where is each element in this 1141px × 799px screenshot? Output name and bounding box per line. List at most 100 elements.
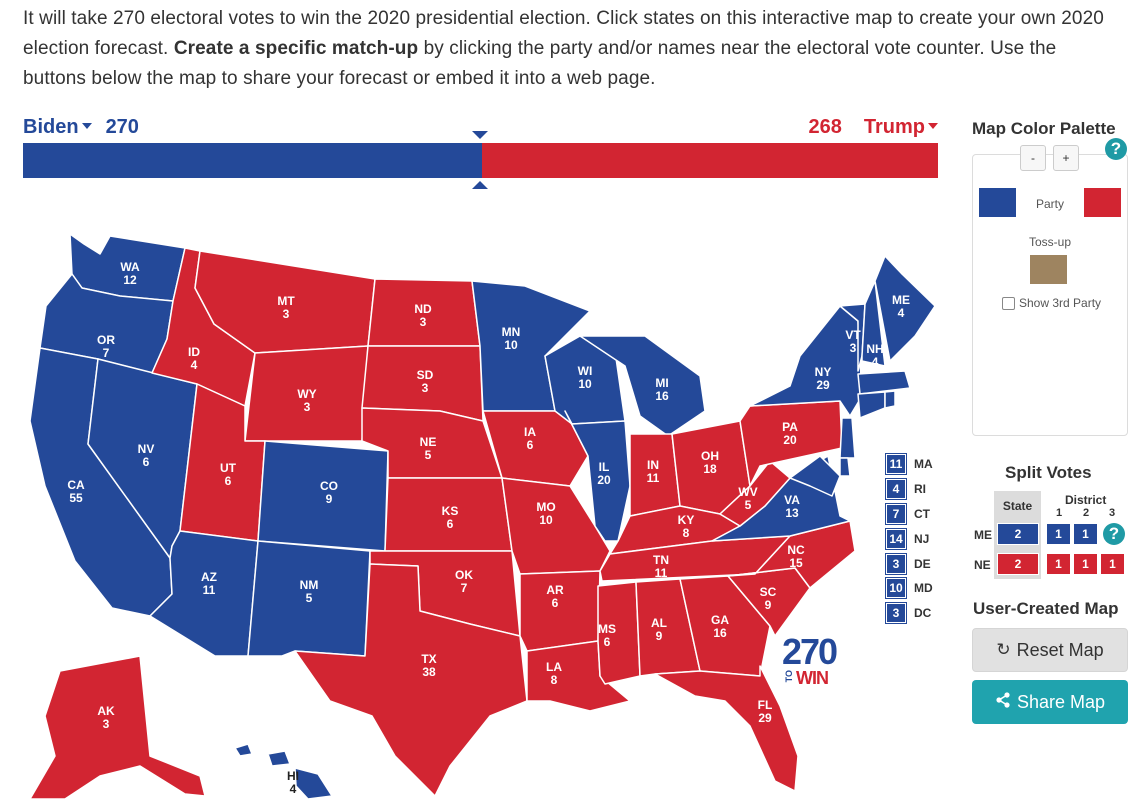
state-label-wv: WV 5 <box>738 485 757 512</box>
state-label-co: CO 9 <box>320 479 338 506</box>
state-label-la: LA 8 <box>546 660 562 687</box>
share-map-button[interactable]: Share Map <box>972 680 1128 724</box>
dem-vote-bar <box>23 143 483 178</box>
ne-district-3[interactable]: 1 <box>1100 553 1125 575</box>
state-label-al: AL 9 <box>651 616 667 643</box>
me-district-1[interactable]: 1 <box>1046 523 1071 545</box>
dem-votes: 270 <box>105 116 139 138</box>
split-row-me-label: ME <box>974 528 992 542</box>
state-label-fl: FL 29 <box>758 698 773 725</box>
small-state-dc[interactable]: 3 DC <box>885 601 946 626</box>
reset-map-button[interactable]: ↻ Reset Map <box>972 628 1128 672</box>
state-me[interactable] <box>874 255 936 362</box>
ne-district-2[interactable]: 1 <box>1073 553 1098 575</box>
state-label-ga: GA 16 <box>711 613 729 640</box>
state-label-vt: VT 3 <box>845 328 861 355</box>
state-vt[interactable] <box>839 303 866 372</box>
state-label-oh: OH 18 <box>701 449 719 476</box>
state-label-mi: MI 16 <box>655 376 669 403</box>
state-label-or: OR 7 <box>97 333 115 360</box>
ne-state-votes[interactable]: 2 <box>997 553 1039 575</box>
state-co[interactable] <box>257 440 389 552</box>
state-label-wa: WA 12 <box>120 260 140 287</box>
palette-title: Map Color Palette <box>972 119 1116 138</box>
state-label-ky: KY 8 <box>678 513 695 540</box>
state-md[interactable] <box>789 455 841 497</box>
state-hi[interactable] <box>234 743 333 799</box>
intro-part2: by clicking the party and/or names near … <box>23 38 1057 89</box>
state-label-ia: IA 6 <box>524 425 536 452</box>
us-map: WA 12 OR 7 CA 55 NV 6 ID 4 MT 3 WY 3 UT 6 AZ 11 C… <box>0 196 960 799</box>
state-label-tn: TN 11 <box>653 553 669 580</box>
state-label-in: IN 11 <box>647 458 660 485</box>
state-label-id: ID 4 <box>188 345 200 372</box>
state-ma[interactable] <box>857 370 911 395</box>
midpoint-marker-bottom <box>472 181 488 189</box>
state-label-wi: WI 10 <box>578 364 593 391</box>
state-ny[interactable] <box>749 305 863 417</box>
share-icon <box>995 691 1011 713</box>
caret-down-icon <box>928 122 938 129</box>
palette-help-icon[interactable]: ? <box>1105 138 1127 160</box>
dem-color-swatch[interactable] <box>979 188 1016 217</box>
me-state-votes[interactable]: 2 <box>997 523 1039 545</box>
state-label-ms: MS 6 <box>598 622 616 649</box>
share-map-label: Share Map <box>1016 691 1106 712</box>
split-district-header: District <box>1065 493 1107 507</box>
small-state-ma[interactable]: 11 MA <box>885 452 946 477</box>
state-il[interactable] <box>564 410 631 542</box>
state-label-mo: MO 10 <box>536 500 555 527</box>
state-label-ar: AR 6 <box>546 583 564 610</box>
rep-color-swatch[interactable] <box>1084 188 1121 217</box>
state-ri[interactable] <box>884 390 896 409</box>
small-state-ct[interactable]: 7 CT <box>885 502 946 527</box>
state-label-hi: HI 4 <box>287 769 299 796</box>
logo-number: 270 <box>782 631 838 672</box>
state-label-sc: SC 9 <box>760 585 777 612</box>
tossup-label: Toss-up <box>1029 235 1072 249</box>
state-label-mt: MT 3 <box>277 294 295 321</box>
state-label-ks: KS 6 <box>442 504 459 531</box>
split-votes-help-icon[interactable]: ? <box>1103 523 1125 545</box>
tossup-color-swatch[interactable] <box>1030 255 1067 284</box>
third-party-label: Show 3rd Party <box>1019 296 1102 310</box>
state-nh[interactable] <box>861 280 886 367</box>
district-number-3: 3 <box>1109 507 1116 519</box>
small-state-de[interactable]: 3 DE <box>885 551 946 576</box>
palette-plus-button[interactable]: + <box>1053 145 1079 171</box>
state-label-wy: WY 3 <box>297 387 316 414</box>
state-label-tx: TX 38 <box>421 652 436 679</box>
rep-votes: 268 <box>808 116 842 138</box>
district-number-1: 1 <box>1056 507 1063 519</box>
rep-candidate-dropdown[interactable]: Trump <box>864 116 938 138</box>
state-label-il: IL 20 <box>597 460 611 487</box>
me-district-2[interactable]: 1 <box>1073 523 1098 545</box>
state-ia[interactable] <box>482 410 589 487</box>
third-party-toggle[interactable]: Show 3rd Party <box>1002 296 1101 310</box>
state-mi[interactable] <box>579 335 706 437</box>
split-votes-title: Split Votes <box>1005 463 1092 482</box>
small-state-nj[interactable]: 14 NJ <box>885 526 946 551</box>
state-mo[interactable] <box>501 477 611 575</box>
dem-candidate: Biden 270 <box>23 116 139 139</box>
palette-minus-button[interactable]: - <box>1020 145 1046 171</box>
palette-panel <box>972 154 1128 436</box>
state-tx[interactable] <box>294 563 528 797</box>
state-nj[interactable] <box>839 417 856 459</box>
state-ct[interactable] <box>857 391 886 419</box>
state-de[interactable] <box>839 457 851 477</box>
midpoint-marker-top <box>472 131 488 139</box>
dem-candidate-dropdown[interactable]: Biden <box>23 116 92 138</box>
small-state-ri[interactable]: 4 RI <box>885 477 946 502</box>
state-label-me: ME 4 <box>892 293 910 320</box>
small-state-md[interactable]: 10 MD <box>885 576 946 601</box>
rep-candidate-name: Trump <box>863 116 925 138</box>
state-ak[interactable] <box>29 655 206 799</box>
intro-text: It will take 270 electoral votes to win … <box>23 4 1123 94</box>
third-party-checkbox[interactable] <box>1002 296 1015 310</box>
state-label-sd: SD 3 <box>417 368 434 395</box>
state-fl[interactable] <box>654 665 799 792</box>
ne-district-1[interactable]: 1 <box>1046 553 1071 575</box>
state-ga[interactable] <box>679 575 771 677</box>
state-label-nm: NM 5 <box>300 578 319 605</box>
